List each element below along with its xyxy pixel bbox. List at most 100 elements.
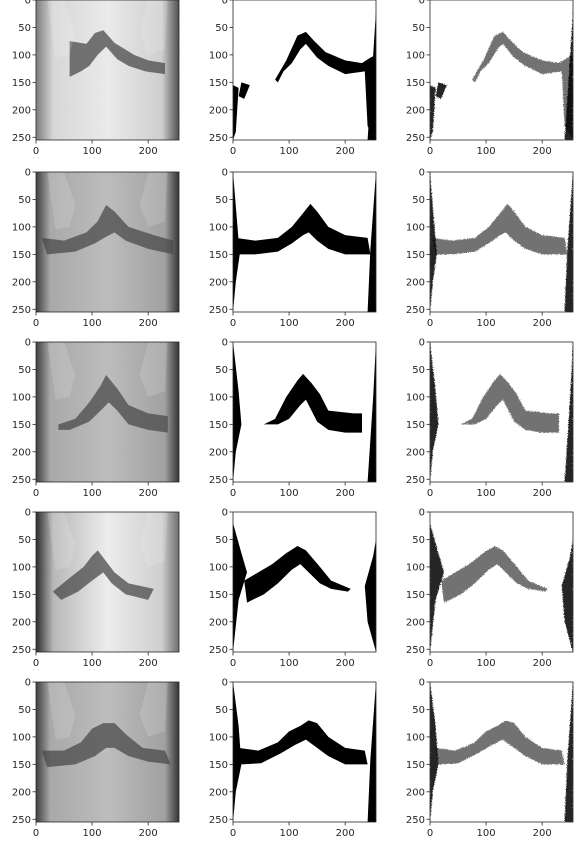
x-tick-label: 200 xyxy=(139,488,158,499)
axes-frame xyxy=(232,0,377,141)
y-tick-label: 50 xyxy=(215,705,228,716)
x-tick-label: 200 xyxy=(533,658,552,669)
x-tick-label: 0 xyxy=(230,828,236,839)
xray-image xyxy=(36,682,179,822)
x-tick-label: 200 xyxy=(533,488,552,499)
x-tick-label: 100 xyxy=(477,828,496,839)
predicted-region xyxy=(564,172,573,313)
x-tick-label: 200 xyxy=(336,828,355,839)
prediction-image xyxy=(430,682,573,823)
y-tick-label: 50 xyxy=(215,365,228,376)
y-tick-label: 150 xyxy=(209,250,228,261)
y-tick-label: 100 xyxy=(12,50,31,61)
joint-space xyxy=(41,723,171,768)
y-tick-label: 100 xyxy=(209,562,228,573)
x-tick-label: 0 xyxy=(427,488,433,499)
y-tick-label: 0 xyxy=(25,168,31,179)
x-tick-label: 100 xyxy=(280,658,299,669)
mask-image xyxy=(233,342,376,483)
y-tick-label: 50 xyxy=(18,195,31,206)
y-tick-label: 0 xyxy=(419,678,425,689)
y-tick-label: 50 xyxy=(412,365,425,376)
x-tick-label: 0 xyxy=(33,828,39,839)
y-tick-label: 150 xyxy=(12,420,31,431)
y-tick-label: 100 xyxy=(209,222,228,233)
y-tick-label: 100 xyxy=(209,50,228,61)
y-tick-label: 100 xyxy=(209,732,228,743)
y-tick-label: 200 xyxy=(209,787,228,798)
y-tick-label: 250 xyxy=(406,475,425,486)
y-tick-label: 250 xyxy=(12,645,31,656)
axes-frame xyxy=(35,681,180,823)
joint-space xyxy=(69,30,165,77)
y-tick-label: 50 xyxy=(215,23,228,34)
y-tick-label: 250 xyxy=(406,133,425,144)
y-tick-label: 200 xyxy=(406,447,425,458)
y-tick-label: 100 xyxy=(406,732,425,743)
bone-highlight xyxy=(47,172,168,230)
y-tick-label: 150 xyxy=(406,760,425,771)
mask-region xyxy=(367,10,376,141)
mask-region xyxy=(367,172,376,313)
mask-region xyxy=(263,373,362,433)
y-tick-label: 50 xyxy=(412,23,425,34)
y-tick-label: 0 xyxy=(222,168,228,179)
y-tick-label: 0 xyxy=(222,0,228,7)
x-tick-label: 0 xyxy=(230,146,236,157)
y-tick-label: 200 xyxy=(12,105,31,116)
mask-region xyxy=(275,31,376,141)
y-tick-label: 100 xyxy=(406,562,425,573)
x-tick-label: 200 xyxy=(533,146,552,157)
axes-frame xyxy=(232,681,377,823)
bone-highlight xyxy=(47,342,168,400)
predicted-region xyxy=(564,342,573,483)
y-tick-label: 250 xyxy=(209,475,228,486)
y-tick-label: 50 xyxy=(18,365,31,376)
y-tick-label: 200 xyxy=(406,617,425,628)
axes-frame xyxy=(429,0,574,141)
x-tick-label: 100 xyxy=(477,658,496,669)
x-tick-label: 0 xyxy=(427,318,433,329)
y-tick-label: 100 xyxy=(12,222,31,233)
predicted-region xyxy=(561,539,573,653)
x-tick-label: 200 xyxy=(533,828,552,839)
y-tick-label: 0 xyxy=(419,168,425,179)
y-tick-label: 250 xyxy=(209,133,228,144)
x-tick-label: 0 xyxy=(230,318,236,329)
axes-frame xyxy=(429,341,574,483)
joint-space xyxy=(52,550,154,600)
mask-image xyxy=(233,172,376,313)
mask-region xyxy=(244,546,351,603)
prediction-image xyxy=(430,172,573,313)
x-tick-label: 0 xyxy=(33,318,39,329)
mask-background xyxy=(233,342,376,482)
predicted-region xyxy=(430,682,439,822)
y-tick-label: 250 xyxy=(406,645,425,656)
y-tick-label: 250 xyxy=(406,305,425,316)
bone-highlight xyxy=(47,512,168,570)
x-tick-label: 200 xyxy=(533,318,552,329)
y-tick-label: 200 xyxy=(406,105,425,116)
predicted-region xyxy=(432,203,568,255)
y-tick-label: 50 xyxy=(18,705,31,716)
bone-highlight xyxy=(47,0,168,58)
y-tick-label: 50 xyxy=(18,535,31,546)
y-tick-label: 0 xyxy=(25,0,31,7)
x-tick-label: 200 xyxy=(139,658,158,669)
prediction-image xyxy=(430,342,573,483)
y-tick-label: 0 xyxy=(419,0,425,7)
predicted-region xyxy=(430,172,437,312)
predicted-region xyxy=(564,10,573,141)
y-tick-label: 100 xyxy=(406,222,425,233)
x-tick-label: 100 xyxy=(477,318,496,329)
y-tick-label: 200 xyxy=(12,787,31,798)
xray-grain xyxy=(36,342,179,482)
